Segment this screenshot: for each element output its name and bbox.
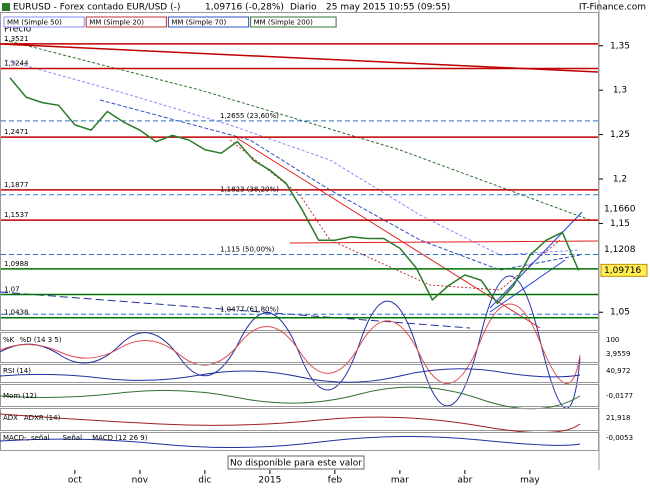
level-label: 1,1877 — [4, 181, 29, 189]
legend-box — [250, 16, 337, 28]
y-tick-label: 1,2 — [613, 174, 627, 184]
date: 25 may 2015 10:55 (09:55) — [326, 3, 450, 13]
legend-box — [3, 16, 85, 28]
level-label: 1,3521 — [4, 35, 29, 43]
price-marker — [601, 203, 647, 216]
price-line — [9, 77, 580, 305]
price-marker-label: 1,09716 — [604, 266, 641, 276]
legend-entry: MM (Simple 200) — [254, 19, 314, 27]
trendline — [0, 291, 471, 329]
level-label: 1,2655 (23,60%) — [220, 112, 279, 120]
macd — [0, 435, 581, 449]
price-marker-label: 1,1208 — [604, 245, 636, 255]
x-tick-label: 2015 — [258, 476, 281, 486]
level-label: 1,2471 — [4, 128, 29, 136]
legend-box — [167, 16, 250, 28]
x-tick-label: dic — [198, 476, 211, 486]
notice: No disponible para este valor — [230, 459, 362, 469]
indicator-value: 40,972 — [606, 367, 631, 375]
panel — [0, 332, 599, 363]
indicator-panels: No disponible para este valor — [0, 275, 599, 470]
level-label: 1,1537 — [4, 211, 29, 219]
legend-entry: MM (Simple 70) — [171, 19, 226, 27]
notice-box — [227, 455, 365, 470]
indicator-label: %D (14 3 5) — [20, 336, 62, 344]
indicator-label: MACD-, señal — [3, 434, 50, 442]
indicator-label: %K — [3, 336, 15, 344]
momentum — [0, 386, 581, 410]
y-tick-label: 1,05 — [610, 308, 630, 318]
indicator-label: ADXR (14) — [24, 414, 61, 422]
level-label: 1,1823 (38,20%) — [220, 186, 279, 194]
rsi — [0, 368, 581, 383]
level-label: 1,0438 — [4, 309, 29, 317]
price-marker-label: 1,1660 — [604, 205, 636, 215]
x-tick-label: mar — [391, 476, 409, 486]
indicator-value: 3,9559 — [606, 350, 631, 358]
panel — [0, 364, 599, 383]
level-label: 1,115 (50,00%) — [220, 245, 275, 253]
level-label: 1,0477 (61,80%) — [220, 305, 279, 313]
y-tick-label: 1,35 — [610, 41, 630, 51]
x-tick-label: oct — [68, 476, 82, 486]
level-label: 1,3244 — [4, 59, 29, 67]
icon — [2, 3, 10, 11]
y-label: Precio — [4, 25, 32, 35]
indicator-label: MACD (12 26 9) — [92, 434, 148, 442]
trendline — [289, 240, 599, 244]
brand: IT-Finance.com — [579, 3, 646, 13]
level-label: 1,0988 — [4, 260, 29, 268]
indicator-value: -0,0177 — [606, 392, 633, 400]
legend-box — [85, 16, 167, 28]
legend-entry: MM (Simple 50) — [7, 19, 62, 27]
indicator-label: RSI (14) — [3, 367, 31, 375]
price-marker — [601, 243, 647, 256]
ma-50 — [4, 59, 581, 256]
x-tick-label: abr — [457, 476, 472, 486]
y-tick-label: 1,15 — [610, 219, 630, 229]
ma-20 — [229, 139, 561, 291]
stoch-d — [0, 303, 581, 385]
indicator-label: Señal — [63, 434, 82, 442]
channel — [489, 211, 583, 309]
price-marker — [600, 263, 648, 277]
quote: 1,09716 (-0,28%) — [205, 3, 284, 13]
period: Diario — [290, 3, 317, 13]
indicator-value: -0,0053 — [606, 434, 633, 442]
indicator-value: 21,918 — [606, 414, 631, 422]
adx — [0, 413, 581, 434]
level-label: 1,07 — [4, 285, 20, 293]
indicator-label: ADX — [3, 414, 18, 422]
panel — [0, 408, 599, 431]
x-tick-label: may — [520, 476, 540, 486]
panel — [0, 432, 599, 451]
stoch-k — [0, 275, 581, 409]
indicator-value: 100 — [606, 336, 619, 344]
ma-200 — [4, 39, 591, 221]
panel — [0, 384, 599, 407]
trendline — [236, 137, 541, 329]
y-tick-label: 1,25 — [610, 130, 630, 140]
x-tick-label: nov — [132, 476, 149, 486]
indicator-label: Mom (12) — [3, 392, 37, 400]
trendline — [0, 43, 599, 73]
x-tick-label: feb — [328, 476, 343, 486]
legend-entry: MM (Simple 20) — [89, 19, 144, 27]
ma-70 — [99, 99, 581, 271]
symbol: EURUSD - Forex contado EUR/USD (-) — [13, 3, 180, 13]
y-tick-label: 1,3 — [613, 86, 627, 96]
